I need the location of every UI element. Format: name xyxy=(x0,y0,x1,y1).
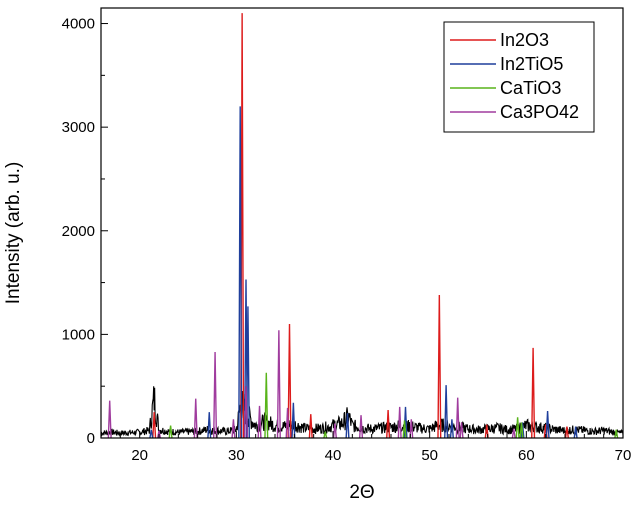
legend-label-in2tio5: In2TiO5 xyxy=(500,54,563,74)
peak-in2o3 xyxy=(437,295,442,438)
peak-in2o3 xyxy=(152,412,157,438)
legend-label-ca3po42: Ca3PO42 xyxy=(500,102,579,122)
peak-ca3po42 xyxy=(193,398,198,438)
peak-in2o3 xyxy=(287,324,292,438)
peak-in2o3 xyxy=(531,347,536,438)
x-tick-label: 20 xyxy=(131,447,148,464)
peak-ca3po42 xyxy=(156,430,162,438)
peak-ca3po42 xyxy=(397,406,402,438)
x-axis-title: 2Θ xyxy=(349,482,374,503)
y-tick-label: 3000 xyxy=(62,119,95,136)
series-ca3po42 xyxy=(107,330,516,438)
peak-ca3po42 xyxy=(231,419,236,438)
series-catio3 xyxy=(168,372,619,438)
x-tick-label: 50 xyxy=(421,447,438,464)
legend-label-in2o3: In2O3 xyxy=(500,30,549,50)
peak-ca3po42 xyxy=(459,422,464,438)
peak-catio3 xyxy=(323,431,328,438)
peak-ca3po42 xyxy=(276,330,281,438)
peak-in2tio5 xyxy=(573,426,578,438)
peak-in2o3 xyxy=(308,414,313,438)
y-tick-label: 4000 xyxy=(62,16,95,33)
peak-ca3po42 xyxy=(213,351,218,438)
peak-ca3po42 xyxy=(409,419,414,438)
peak-in2tio5 xyxy=(345,413,350,438)
axes-layer: 20 30 40 50 60 70 0 1000 2000 3000 4000 2Θ Intensity… xyxy=(3,7,632,503)
peak-ca3po42 xyxy=(257,405,262,438)
peak-ca3po42 xyxy=(358,415,364,438)
peak-in2tio5 xyxy=(449,419,454,438)
peak-ca3po42 xyxy=(285,407,290,438)
peak-catio3 xyxy=(264,372,269,438)
y-tick-label: 1000 xyxy=(62,326,95,343)
peak-in2tio5 xyxy=(149,429,154,438)
peak-in2tio5 xyxy=(207,412,212,438)
y-tick-label: 2000 xyxy=(62,223,95,240)
peak-in2tio5 xyxy=(520,422,525,438)
peak-catio3 xyxy=(614,429,619,438)
peak-in2o3 xyxy=(484,424,489,438)
y-axis-title: Intensity (arb. u.) xyxy=(3,162,24,305)
peak-in2tio5 xyxy=(444,385,449,438)
peak-ca3po42 xyxy=(243,386,249,438)
y-tick-label: 0 xyxy=(87,430,95,447)
peak-catio3 xyxy=(168,425,173,438)
peak-ca3po42 xyxy=(107,400,112,438)
peak-ca3po42 xyxy=(511,428,516,438)
legend-label-catio3: CaTiO3 xyxy=(500,78,561,98)
peak-catio3 xyxy=(402,420,407,438)
x-tick-label: 30 xyxy=(228,447,245,464)
series-in2tio5 xyxy=(149,106,578,438)
peak-in2o3 xyxy=(564,426,569,438)
peak-ca3po42 xyxy=(455,397,460,438)
peak-in2tio5 xyxy=(545,411,550,438)
peak-in2o3 xyxy=(386,409,391,438)
peak-catio3 xyxy=(515,417,520,438)
legend: In2O3 In2TiO5 CaTiO3 Ca3PO42 xyxy=(443,21,595,133)
x-tick-label: 70 xyxy=(615,447,632,464)
peak-in2tio5 xyxy=(245,306,250,438)
peak-in2tio5 xyxy=(291,402,296,438)
x-tick-label: 60 xyxy=(518,447,535,464)
peak-ca3po42 xyxy=(332,423,337,438)
plot-frame xyxy=(100,7,624,439)
peak-in2tio5 xyxy=(238,106,243,438)
series-layer xyxy=(101,13,623,438)
x-tick-label: 40 xyxy=(325,447,342,464)
peak-catio3 xyxy=(519,422,524,438)
